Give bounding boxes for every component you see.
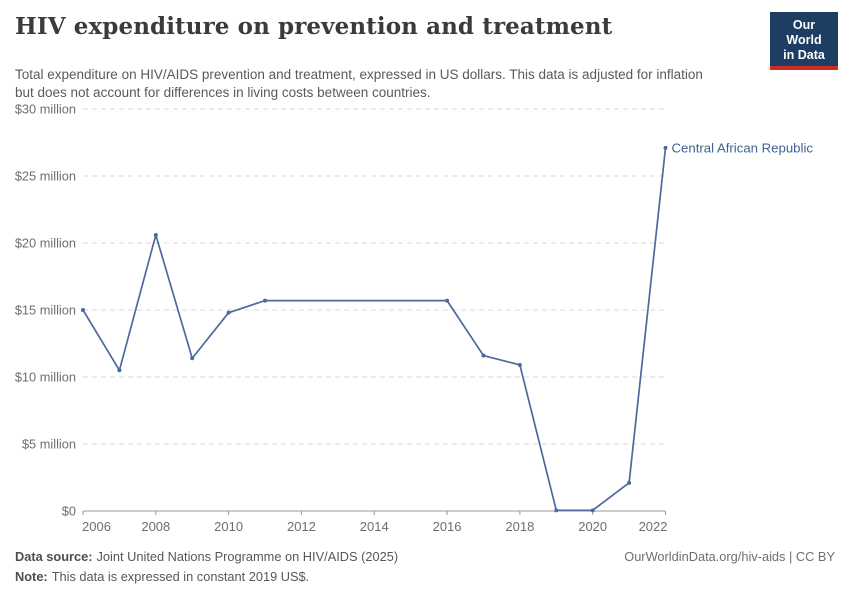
x-axis-label: 2016	[433, 519, 462, 534]
attribution-link[interactable]: OurWorldinData.org/hiv-aids | CC BY	[624, 549, 835, 564]
x-axis-label: 2020	[578, 519, 607, 534]
note-line: Note: This data is expressed in constant …	[15, 567, 835, 587]
x-axis-label: 2014	[360, 519, 389, 534]
y-axis-label: $10 million	[15, 370, 76, 385]
y-axis-label: $20 million	[15, 236, 76, 251]
x-axis-label: 2022	[639, 519, 668, 534]
x-axis-label: 2018	[505, 519, 534, 534]
data-point[interactable]	[153, 232, 158, 237]
chart-footer: Data source: Joint United Nations Program…	[15, 547, 835, 587]
data-point[interactable]	[190, 356, 195, 361]
data-point[interactable]	[663, 145, 668, 150]
data-point[interactable]	[590, 508, 595, 513]
data-source-text: Joint United Nations Programme on HIV/AI…	[96, 549, 399, 564]
x-axis-label: 2010	[214, 519, 243, 534]
data-source-line: Data source: Joint United Nations Program…	[15, 547, 835, 567]
note-label: Note:	[15, 569, 48, 584]
data-point[interactable]	[627, 480, 632, 485]
owid-logo-line2: in Data	[783, 47, 825, 62]
data-series-line[interactable]	[82, 147, 667, 512]
chart-title: HIV expenditure on prevention and treatm…	[15, 13, 613, 40]
x-axis-label: 2012	[287, 519, 316, 534]
data-point[interactable]	[81, 308, 85, 312]
x-axis-label: 2008	[141, 519, 170, 534]
data-point[interactable]	[263, 298, 268, 303]
chart-subtitle: Total expenditure on HIV/AIDS prevention…	[15, 66, 703, 100]
y-axis-label: $5 million	[22, 437, 76, 452]
owid-logo[interactable]: Our World in Data	[770, 12, 838, 71]
data-source-label: Data source:	[15, 549, 93, 564]
y-axis-label: $25 million	[15, 169, 76, 184]
owid-logo-line1: Our World	[786, 18, 822, 47]
y-axis-label: $30 million	[15, 102, 76, 117]
data-point[interactable]	[226, 310, 231, 315]
data-point[interactable]	[445, 298, 450, 303]
x-axis-label: 2006	[82, 519, 111, 534]
data-point[interactable]	[554, 508, 559, 513]
data-point[interactable]	[481, 353, 486, 358]
data-point[interactable]	[117, 368, 122, 373]
y-axis-label: $0	[62, 504, 76, 519]
footer-left: Data source: Joint United Nations Program…	[15, 547, 835, 587]
note-text: This data is expressed in constant 2019 …	[51, 569, 310, 584]
series-end-label: Central African Republic	[672, 140, 814, 155]
y-axis-label: $15 million	[15, 303, 76, 318]
data-point[interactable]	[517, 362, 522, 367]
